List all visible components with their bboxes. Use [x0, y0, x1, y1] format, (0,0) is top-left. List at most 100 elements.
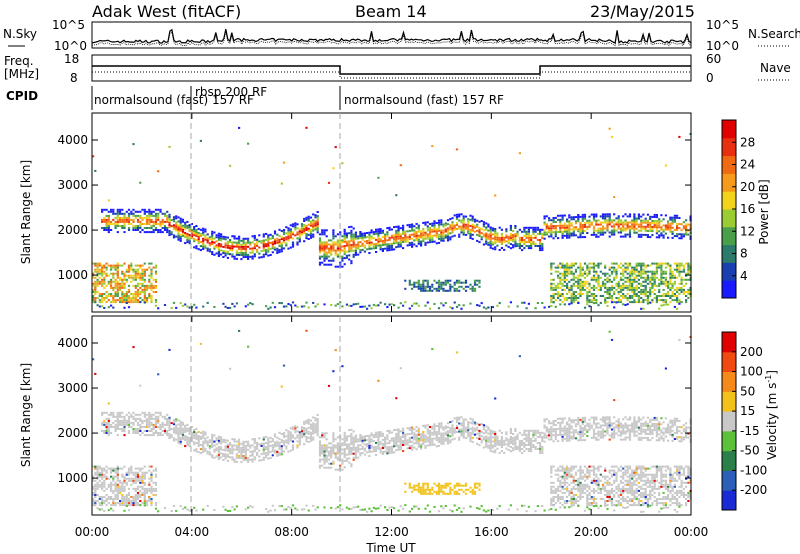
- power-cell: [581, 266, 584, 269]
- velocity-cell: [224, 453, 227, 456]
- power-cell: [651, 284, 654, 287]
- power-cell: [143, 270, 146, 273]
- velocity-cell: [145, 434, 149, 437]
- velocity-cell: [300, 434, 304, 437]
- power-cell: [631, 270, 634, 273]
- power-cell: [332, 229, 335, 232]
- power-cell: [240, 250, 243, 252]
- power-cell: [467, 226, 470, 229]
- velocity-cell: [343, 450, 346, 452]
- velocity-cell: [289, 431, 292, 434]
- power-cell: [312, 213, 315, 216]
- power-cell: [273, 238, 277, 241]
- velocity-cell: [130, 415, 133, 418]
- power-cell: [161, 227, 164, 229]
- velocity-cell: [375, 447, 378, 450]
- power-cell: [597, 284, 600, 287]
- power-cell: [642, 264, 645, 267]
- power-cell: [195, 306, 198, 309]
- power-cell: [655, 268, 658, 271]
- power-cell: [440, 239, 443, 242]
- power-cell: [127, 223, 131, 225]
- power-cell: [646, 278, 649, 281]
- power-cell: [116, 216, 119, 219]
- power-cell: [127, 288, 131, 291]
- velocity-cell: [184, 445, 187, 448]
- power-cell: [619, 231, 623, 234]
- power-cell: [393, 242, 396, 245]
- power-cell: [426, 281, 429, 284]
- velocity-cell: [141, 411, 144, 414]
- velocity-cell: [172, 429, 176, 432]
- power-cell: [420, 242, 423, 245]
- velocity-cell: [119, 500, 122, 502]
- power-cell: [458, 279, 461, 282]
- power-cell: [644, 229, 647, 232]
- power-cell: [204, 230, 207, 233]
- power-cell: [471, 233, 474, 236]
- velocity-cell: [98, 483, 101, 486]
- power-cell: [644, 233, 647, 236]
- power-cell: [633, 286, 636, 289]
- power-cell: [658, 234, 661, 237]
- power-cell: [168, 226, 171, 228]
- power-cell: [318, 255, 322, 258]
- velocity-cell: [235, 460, 238, 463]
- power-cell: [628, 231, 632, 234]
- power-cell: [631, 225, 634, 228]
- power-cell: [530, 226, 533, 229]
- power-cell: [572, 234, 575, 237]
- power-cell: [393, 236, 396, 239]
- power-cell: [592, 274, 596, 277]
- velocity-cell: [121, 504, 124, 507]
- velocity-cell: [134, 467, 137, 470]
- power-cell: [426, 237, 429, 240]
- power-cell: [662, 276, 665, 279]
- power-cell: [136, 210, 140, 213]
- power-cell: [608, 215, 611, 218]
- power-cell: [222, 250, 225, 252]
- power-cell: [467, 285, 470, 288]
- power-cell: [498, 236, 501, 239]
- power-cell: [370, 307, 373, 310]
- velocity-cell: [154, 421, 158, 424]
- velocity-cell: [384, 436, 387, 439]
- power-cell: [566, 297, 569, 299]
- power-cell: [586, 303, 589, 306]
- velocity-cell: [134, 428, 137, 430]
- power-cell: [563, 280, 566, 283]
- power-cell: [404, 238, 407, 241]
- velocity-cell: [296, 446, 299, 449]
- velocity-cell: [291, 428, 295, 431]
- power-cell: [624, 213, 627, 216]
- power-cell: [404, 236, 407, 239]
- power-cell: [305, 235, 308, 238]
- power-cell: [671, 270, 674, 273]
- velocity-cell: [375, 441, 378, 444]
- velocity-cell: [152, 489, 155, 492]
- velocity-cell: [350, 449, 353, 451]
- power-cell: [154, 284, 158, 287]
- power-cell: [404, 279, 407, 282]
- power-cell: [96, 272, 99, 275]
- velocity-cell: [390, 439, 393, 442]
- power-cell: [489, 226, 492, 229]
- power-cell: [170, 231, 173, 234]
- power-cell: [577, 220, 580, 223]
- power-cell: [253, 245, 256, 248]
- power-cell: [442, 235, 445, 238]
- velocity-cell: [244, 455, 247, 457]
- power-cell: [217, 246, 220, 249]
- velocity-cell: [145, 489, 149, 492]
- power-cell: [388, 247, 391, 249]
- power-cell: [451, 227, 454, 230]
- power-cell: [321, 229, 324, 232]
- power-cell: [646, 213, 649, 216]
- velocity-cell: [267, 443, 270, 446]
- power-cell: [664, 232, 667, 235]
- power-cell: [276, 239, 279, 242]
- power-cell: [664, 278, 667, 281]
- power-cell: [226, 252, 229, 255]
- power-cell: [667, 303, 670, 306]
- power-cell: [96, 278, 99, 281]
